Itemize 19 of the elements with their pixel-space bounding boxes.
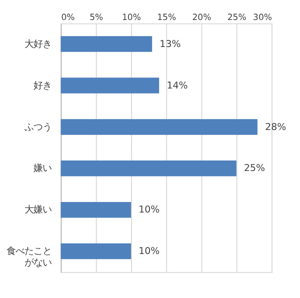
y-tick-label: ふつう — [24, 122, 52, 133]
data-label: 28% — [265, 122, 286, 133]
x-tick-label: 5% — [90, 12, 104, 23]
x-tick-label: 25% — [227, 12, 246, 23]
x-tick-label: 30% — [253, 12, 272, 23]
x-tick-label: 10% — [122, 12, 141, 23]
x-tick-label: 15% — [157, 12, 176, 23]
x-tick-label: 20% — [192, 12, 212, 23]
data-label: 14% — [166, 80, 188, 92]
data-label: 10% — [138, 204, 160, 216]
y-tick-label: 食べたことがない — [6, 246, 52, 269]
y-tick-label: 大嫌い — [24, 204, 52, 216]
data-label: 13% — [160, 38, 181, 50]
data-label: 10% — [138, 246, 160, 258]
y-tick-label: 大好き — [24, 38, 52, 50]
data-label: 25% — [244, 163, 266, 174]
x-tick-label: 0% — [61, 12, 75, 23]
y-tick-label: 嫌い — [34, 163, 52, 174]
y-tick-label: 好き — [34, 80, 52, 92]
